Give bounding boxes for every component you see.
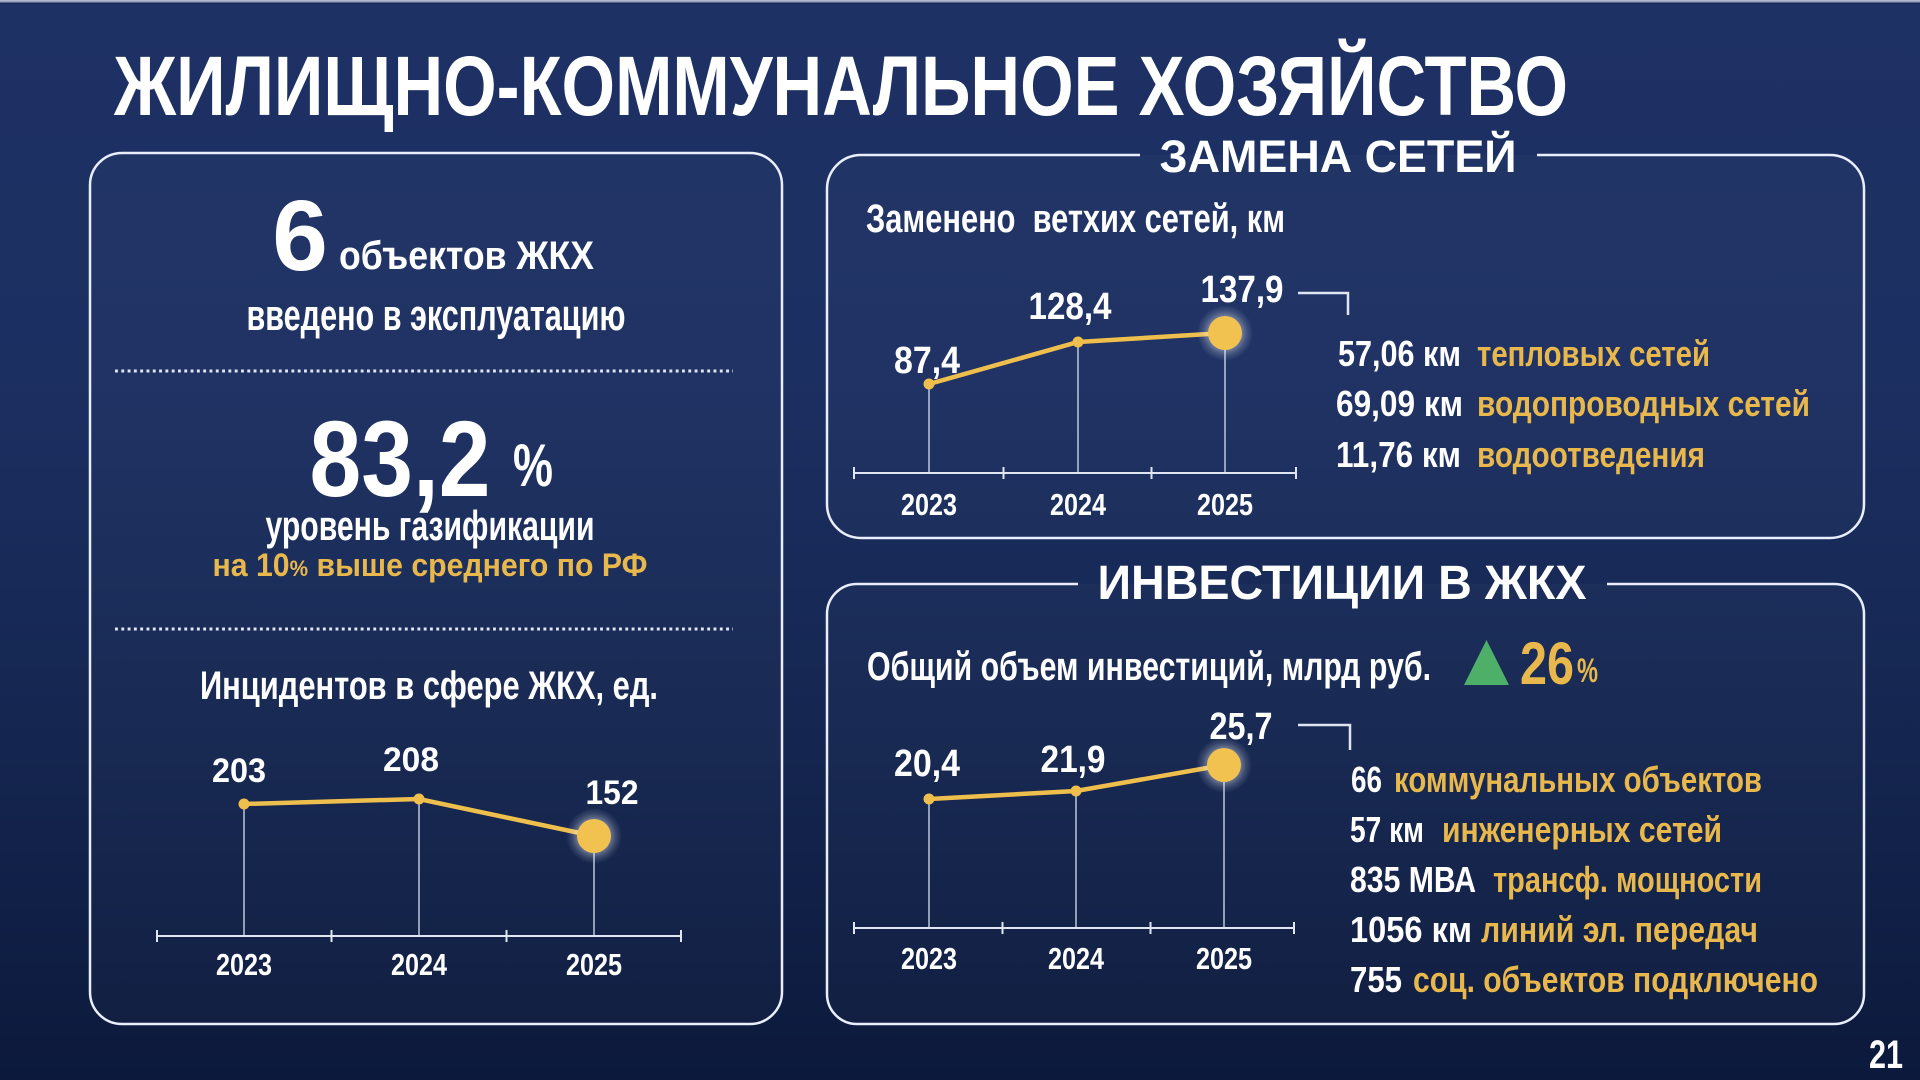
svg-text:69,09 км: 69,09 км (1336, 383, 1463, 424)
svg-text:21,9: 21,9 (1041, 739, 1106, 781)
svg-text:2025: 2025 (1197, 487, 1253, 522)
svg-text:введено в эксплуатацию: введено в эксплуатацию (247, 291, 626, 340)
svg-text:соц. объектов подключено: соц. объектов подключено (1413, 959, 1818, 1000)
svg-text:%: % (1577, 652, 1598, 690)
svg-text:152: 152 (586, 774, 639, 812)
svg-text:трансф. мощности: трансф. мощности (1493, 859, 1762, 900)
svg-text:1056 км: 1056 км (1350, 909, 1472, 950)
svg-text:57 км: 57 км (1350, 809, 1424, 850)
svg-text:208: 208 (383, 741, 439, 779)
svg-text:2024: 2024 (1050, 487, 1107, 522)
svg-text:инженерных сетей: инженерных сетей (1442, 809, 1722, 850)
svg-text:ЗАМЕНА СЕТЕЙ: ЗАМЕНА СЕТЕЙ (1160, 131, 1517, 182)
svg-text:66: 66 (1351, 759, 1382, 800)
svg-text:2023: 2023 (901, 487, 957, 522)
svg-text:водоотведения: водоотведения (1477, 434, 1705, 475)
svg-text:6: 6 (272, 180, 328, 292)
svg-text:тепловых сетей: тепловых сетей (1477, 333, 1710, 374)
svg-text:835 МВА: 835 МВА (1350, 859, 1476, 900)
svg-text:203: 203 (212, 752, 266, 790)
svg-text:Инцидентов в сфере ЖКХ, ед.: Инцидентов в сфере ЖКХ, ед. (200, 664, 658, 708)
svg-text:2023: 2023 (901, 941, 957, 976)
svg-text:2025: 2025 (1196, 941, 1252, 976)
svg-text:26: 26 (1520, 630, 1574, 697)
svg-text:25,7: 25,7 (1210, 706, 1273, 748)
svg-text:коммунальных объектов: коммунальных объектов (1394, 759, 1762, 800)
svg-text:11,76 км: 11,76 км (1336, 434, 1461, 475)
svg-text:128,4: 128,4 (1029, 286, 1112, 328)
svg-text:Общий объем инвестиций, млрд р: Общий объем инвестиций, млрд руб. (867, 645, 1431, 689)
svg-text:83,2: 83,2 (310, 398, 491, 519)
svg-text:линий эл. передач: линий эл. передач (1481, 909, 1758, 950)
svg-text:21: 21 (1869, 1033, 1903, 1077)
svg-text:2024: 2024 (391, 947, 448, 982)
svg-text:ИНВЕСТИЦИИ В ЖКХ: ИНВЕСТИЦИИ В ЖКХ (1098, 557, 1587, 610)
svg-text:20,4: 20,4 (894, 743, 960, 785)
svg-text:водопроводных сетей: водопроводных сетей (1477, 383, 1810, 424)
svg-text:2023: 2023 (216, 947, 272, 982)
svg-text:объектов ЖКХ: объектов ЖКХ (339, 234, 594, 278)
svg-text:87,4: 87,4 (894, 340, 960, 382)
svg-text:Заменено ветхих сетей, км: Заменено ветхих сетей, км (866, 197, 1285, 241)
svg-text:2024: 2024 (1048, 941, 1105, 976)
svg-text:ЖИЛИЩНО-КОММУНАЛЬНОЕ ХОЗЯЙСТВО: ЖИЛИЩНО-КОММУНАЛЬНОЕ ХОЗЯЙСТВО (113, 39, 1568, 133)
svg-text:2025: 2025 (566, 947, 622, 982)
svg-text:755: 755 (1350, 959, 1402, 1000)
svg-text:уровень газификации: уровень газификации (266, 502, 595, 549)
svg-text:на 10% выше среднего по РФ: на 10% выше среднего по РФ (213, 547, 648, 583)
svg-text:%: % (513, 432, 553, 499)
svg-text:57,06 км: 57,06 км (1338, 333, 1461, 374)
svg-text:137,9: 137,9 (1201, 269, 1284, 311)
